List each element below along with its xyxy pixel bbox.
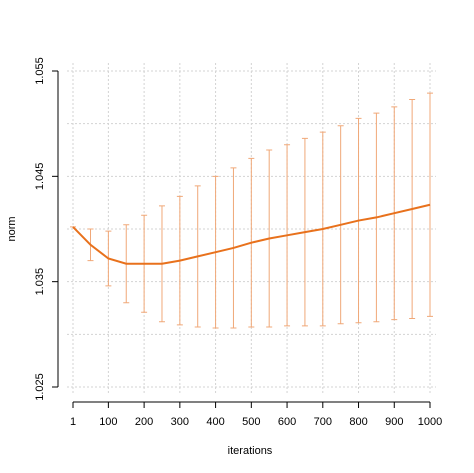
x-tick-label: 100 — [99, 416, 117, 428]
x-tick-label: 800 — [349, 416, 367, 428]
x-tick-label: 700 — [314, 416, 332, 428]
line — [72, 203, 431, 265]
y-axis-label: norm — [6, 216, 18, 241]
x-tick-label: 400 — [206, 416, 224, 428]
x-tick-label: 600 — [278, 416, 296, 428]
y-tick-label: 1.035 — [34, 268, 46, 296]
y-tick-label: 1.025 — [34, 373, 46, 401]
x-tick-label: 300 — [171, 416, 189, 428]
y-tick-label: 1.045 — [34, 163, 46, 191]
x-tick-label: 1 — [70, 416, 76, 428]
y-tick-label: 1.055 — [34, 57, 46, 85]
x-tick-label: 500 — [242, 416, 260, 428]
x-axis-label: iterations — [228, 445, 273, 457]
x-tick-label: 200 — [135, 416, 153, 428]
x-tick-label: 900 — [385, 416, 403, 428]
x-tick-label: 1000 — [418, 416, 442, 428]
